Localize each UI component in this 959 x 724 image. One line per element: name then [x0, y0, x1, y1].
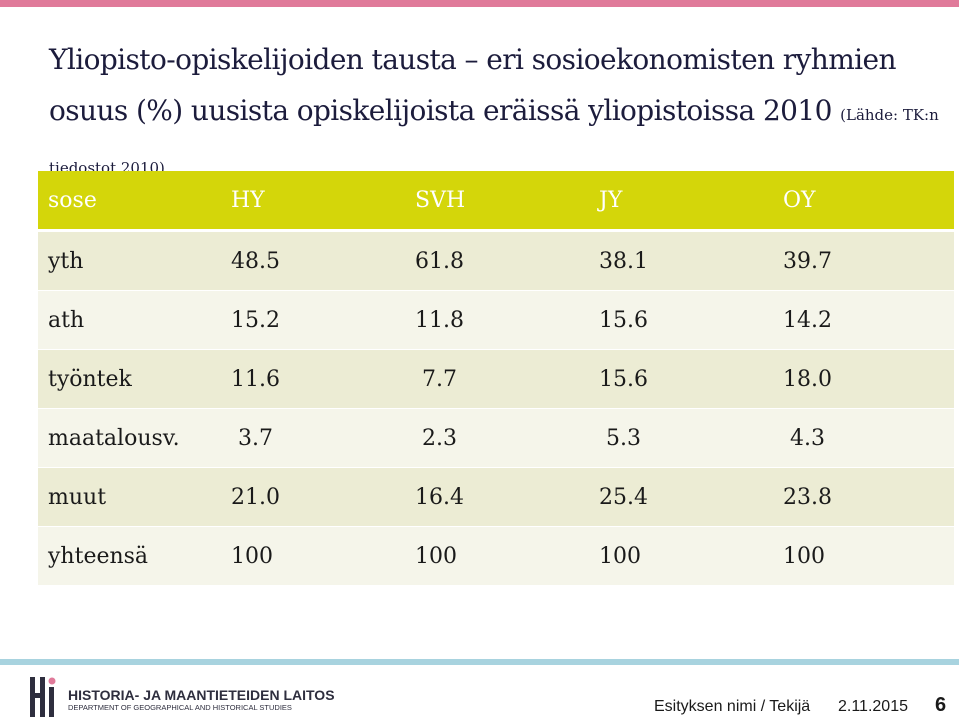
table-cell: 11.6: [221, 350, 405, 409]
table-cell: 15.2: [221, 291, 405, 350]
source-note-part1: (Lähde: TK:n: [840, 106, 939, 124]
title-line-1: Yliopisto-opiskelijoiden tausta – eri so…: [49, 43, 897, 76]
table-row: työntek 11.6 7.7 15.6 18.0: [38, 350, 954, 409]
slide-title: Yliopisto-opiskelijoiden tausta – eri so…: [49, 34, 939, 179]
department-name: HISTORIA- JA MAANTIETEIDEN LAITOS DEPART…: [68, 687, 335, 713]
table-cell: 15.6: [589, 350, 773, 409]
table-cell: 4.3: [773, 409, 954, 468]
table-cell: 18.0: [773, 350, 954, 409]
table-row: maatalousv. 3.7 2.3 5.3 4.3: [38, 409, 954, 468]
table-cell: ath: [38, 291, 221, 350]
table-row: yhteensä 100 100 100 100: [38, 527, 954, 586]
table-cell: 11.8: [405, 291, 589, 350]
table-cell: 48.5: [221, 232, 405, 291]
table-row: yth 48.5 61.8 38.1 39.7: [38, 232, 954, 291]
table-cell: 14.2: [773, 291, 954, 350]
table-cell: yhteensä: [38, 527, 221, 586]
table-header-row: sose HY SVH JY OY: [38, 171, 954, 232]
bottom-accent-bar: [0, 659, 959, 665]
title-line-2: osuus (%) uusista opiskelijoista eräissä…: [49, 85, 939, 141]
header-cell: HY: [221, 171, 405, 232]
table-cell: 61.8: [405, 232, 589, 291]
table-cell: 2.3: [405, 409, 589, 468]
table-cell: 100: [405, 527, 589, 586]
table-cell: 3.7: [221, 409, 405, 468]
top-accent-bar: [0, 0, 959, 7]
table-cell: 15.6: [589, 291, 773, 350]
data-table: sose HY SVH JY OY yth 48.5 61.8 38.1 39.…: [38, 171, 954, 586]
department-logo-icon: [30, 677, 56, 717]
header-cell: JY: [589, 171, 773, 232]
table-cell: yth: [38, 232, 221, 291]
table-cell: 7.7: [405, 350, 589, 409]
table-cell: 21.0: [221, 468, 405, 527]
title-line-2-text: osuus (%) uusista opiskelijoista eräissä…: [49, 94, 832, 127]
table-row: muut 21.0 16.4 25.4 23.8: [38, 468, 954, 527]
header-cell: sose: [38, 171, 221, 232]
table-cell: työntek: [38, 350, 221, 409]
table-cell: 5.3: [589, 409, 773, 468]
table-cell: 38.1: [589, 232, 773, 291]
department-name-fi: HISTORIA- JA MAANTIETEIDEN LAITOS: [68, 687, 335, 703]
table-cell: maatalousv.: [38, 409, 221, 468]
table-cell: muut: [38, 468, 221, 527]
table-row: ath 15.2 11.8 15.6 14.2: [38, 291, 954, 350]
page-number: 6: [935, 694, 947, 716]
footer-presenter: Esityksen nimi / Tekijä: [654, 698, 811, 715]
table-cell: 100: [589, 527, 773, 586]
table-cell: 100: [221, 527, 405, 586]
header-cell: SVH: [405, 171, 589, 232]
table-cell: 23.8: [773, 468, 954, 527]
header-cell: OY: [773, 171, 954, 232]
department-name-en: DEPARTMENT OF GEOGRAPHICAL AND HISTORICA…: [68, 703, 292, 712]
table-cell: 25.4: [589, 468, 773, 527]
table-cell: 100: [773, 527, 954, 586]
table-cell: 16.4: [405, 468, 589, 527]
footer-date: 2.11.2015: [838, 698, 908, 715]
table-cell: 39.7: [773, 232, 954, 291]
